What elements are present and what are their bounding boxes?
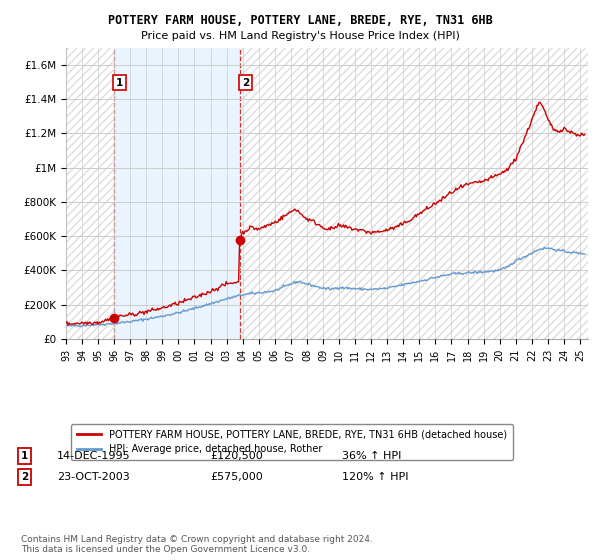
Legend: POTTERY FARM HOUSE, POTTERY LANE, BREDE, RYE, TN31 6HB (detached house), HPI: Av: POTTERY FARM HOUSE, POTTERY LANE, BREDE,… — [71, 424, 513, 460]
Text: 23-OCT-2003: 23-OCT-2003 — [57, 472, 130, 482]
Text: 1: 1 — [116, 77, 123, 87]
Text: £575,000: £575,000 — [210, 472, 263, 482]
Text: 2: 2 — [21, 472, 28, 482]
Text: 2: 2 — [242, 77, 249, 87]
Text: 1: 1 — [21, 451, 28, 461]
Text: 14-DEC-1995: 14-DEC-1995 — [57, 451, 131, 461]
Text: 120% ↑ HPI: 120% ↑ HPI — [342, 472, 409, 482]
Bar — [66, 48, 113, 339]
Text: £120,500: £120,500 — [210, 451, 263, 461]
Bar — [113, 48, 239, 339]
Text: Price paid vs. HM Land Registry's House Price Index (HPI): Price paid vs. HM Land Registry's House … — [140, 31, 460, 41]
Text: 36% ↑ HPI: 36% ↑ HPI — [342, 451, 401, 461]
Text: POTTERY FARM HOUSE, POTTERY LANE, BREDE, RYE, TN31 6HB: POTTERY FARM HOUSE, POTTERY LANE, BREDE,… — [107, 14, 493, 27]
Text: Contains HM Land Registry data © Crown copyright and database right 2024.
This d: Contains HM Land Registry data © Crown c… — [21, 535, 373, 554]
Bar — [239, 48, 588, 339]
